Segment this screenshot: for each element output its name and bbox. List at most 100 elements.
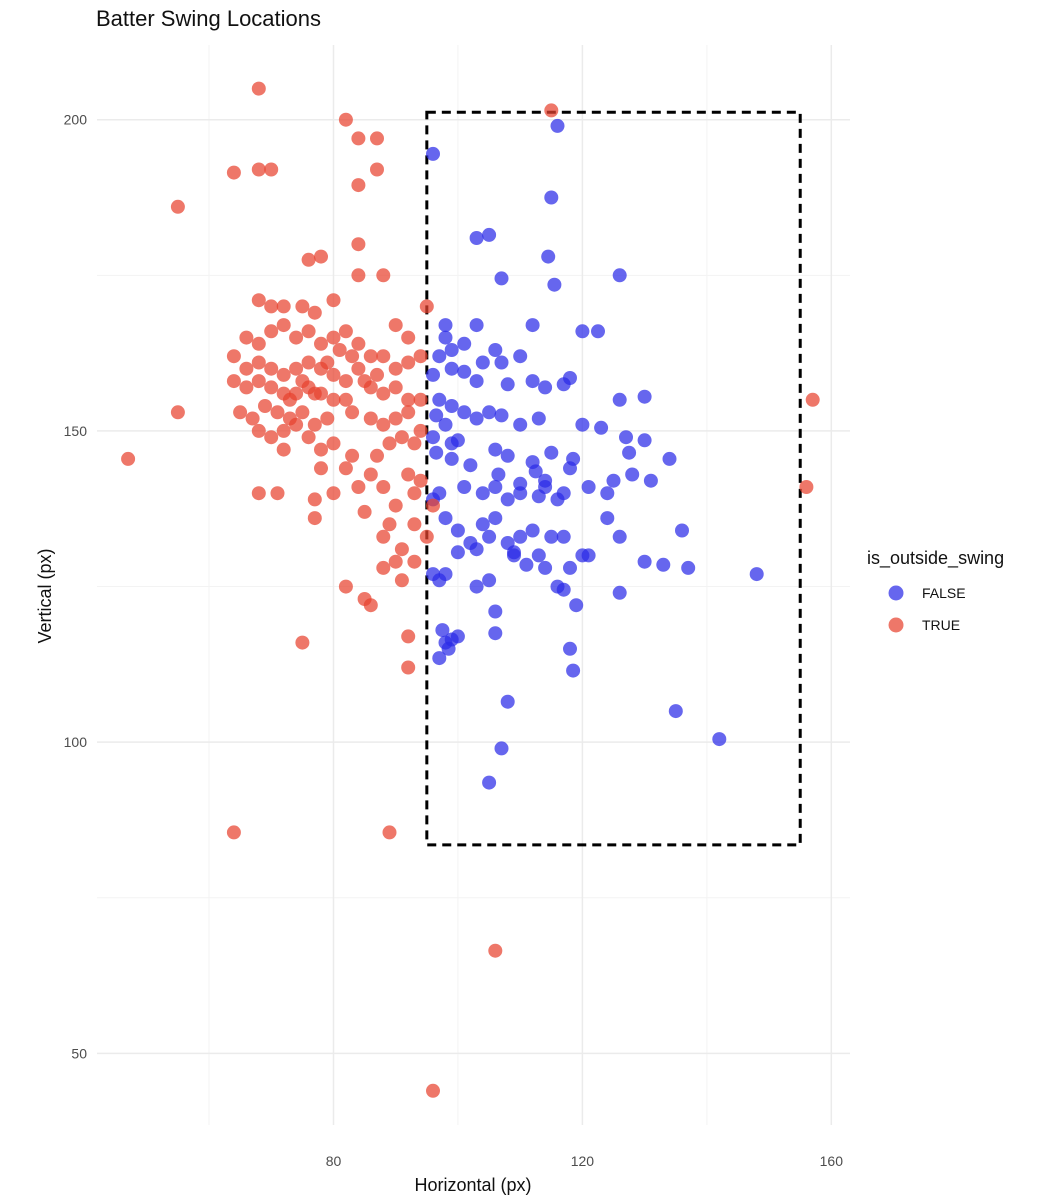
data-point-true [121,451,136,466]
data-point-false [594,420,609,435]
data-point-false [643,473,658,488]
data-point-false [438,330,453,345]
data-point-true [488,943,503,958]
data-point-true [307,386,322,401]
data-point-true [326,486,341,501]
data-point-true [295,374,310,389]
data-point-false [482,573,497,588]
data-point-true [314,249,328,264]
data-point-false [544,529,559,544]
data-point-false [531,411,546,426]
data-point-false [538,380,553,395]
y-tick-label: 150 [64,423,88,439]
data-point-false [675,523,689,538]
data-point-true [301,252,316,267]
data-point-false [432,651,447,666]
data-point-false [575,324,590,339]
grid-lines [97,45,850,1125]
data-point-false [450,629,465,644]
data-point-true [426,1083,440,1098]
data-point-true [370,131,384,146]
data-point-true [326,330,341,345]
data-point-false [482,529,497,544]
data-point-true [332,343,347,357]
data-point-true [363,467,378,482]
data-point-true [345,448,360,463]
data-point-true [270,486,285,501]
data-point-false [500,492,515,507]
data-point-true [401,629,416,644]
data-point-false [538,473,553,488]
data-point-true [357,504,372,519]
data-point-true [307,511,322,526]
data-point-false [600,486,615,501]
data-point-false [457,336,472,351]
data-point-false [444,343,459,357]
data-point-true [351,131,366,146]
data-point-true [226,165,241,180]
data-point-true [419,299,434,314]
data-point-false [494,408,509,423]
data-point-true [226,349,241,364]
data-point-true [413,473,428,488]
data-point-true [239,380,254,395]
data-point-false [749,567,764,582]
data-point-false [469,542,484,557]
data-point-true [401,355,416,370]
data-point-true [388,318,403,333]
legend-key-false [888,585,904,601]
data-point-true [351,336,366,351]
data-point-false [591,324,605,339]
data-point-false [637,433,652,448]
data-point-true [338,392,353,407]
data-point-false [550,118,565,133]
data-point-false [637,389,652,404]
data-point-false [432,349,447,364]
data-point-true [382,825,397,840]
data-point-true [276,367,291,382]
data-point-false [438,511,453,526]
data-point-false [457,364,472,379]
data-point-true [799,480,814,494]
data-point-true [388,498,403,513]
data-point-false [550,492,565,507]
y-tick-label: 200 [64,112,88,128]
data-point-true [338,112,353,127]
data-point-true [363,598,378,613]
y-tick-label: 100 [64,734,88,750]
data-point-false [450,545,465,560]
data-point-false [500,448,515,463]
data-point-false [488,626,503,641]
legend-label-false: FALSE [922,585,966,601]
data-point-true [413,423,428,438]
data-point-true [258,399,272,413]
data-point-false [450,523,465,538]
data-point-true [394,573,409,588]
data-point-true [276,423,291,438]
data-point-false [541,249,556,264]
data-point-true [276,442,291,457]
data-point-true [276,318,291,333]
data-point-true [326,367,341,382]
data-point-true [338,579,353,594]
data-point-false [575,548,590,563]
data-point-true [320,355,335,370]
data-point-false [435,623,450,638]
y-axis-title: Vertical (px) [35,548,55,643]
data-point-true [351,178,366,193]
data-point-false [494,271,509,286]
data-point-false [444,361,459,376]
data-point-true [226,825,241,840]
data-point-false [429,445,444,460]
data-point-true [394,542,409,557]
data-point-false [488,343,503,357]
data-point-false [556,529,571,544]
data-point-false [488,442,503,457]
data-point-true [388,380,403,395]
data-point-false [457,405,472,420]
data-point-true [388,361,403,376]
data-point-false [625,467,640,482]
data-point-true [239,330,254,345]
data-point-true [251,336,266,351]
data-point-false [488,480,503,494]
